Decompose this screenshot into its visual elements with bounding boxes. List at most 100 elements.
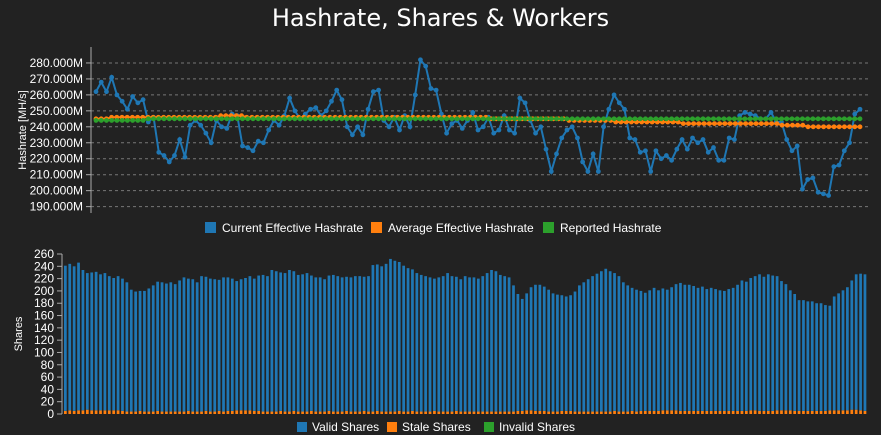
data-point bbox=[344, 124, 350, 130]
bar-stale bbox=[766, 410, 770, 414]
data-point bbox=[193, 116, 198, 122]
data-point bbox=[161, 116, 167, 122]
bar-valid bbox=[459, 279, 463, 412]
data-point bbox=[370, 89, 376, 95]
bar-valid bbox=[556, 294, 559, 412]
bar-valid bbox=[81, 270, 85, 411]
data-point bbox=[743, 121, 749, 127]
bar-stale bbox=[556, 411, 559, 414]
data-point bbox=[428, 86, 434, 91]
data-point bbox=[721, 157, 727, 163]
y-tick-label: 280.000M bbox=[30, 56, 83, 70]
data-point bbox=[224, 116, 230, 122]
data-point bbox=[140, 118, 146, 123]
bar-valid bbox=[740, 280, 744, 411]
bar-valid bbox=[547, 289, 551, 412]
data-point bbox=[606, 116, 612, 122]
data-point bbox=[727, 121, 733, 127]
bar-valid bbox=[68, 263, 72, 411]
bar-stale bbox=[437, 411, 441, 414]
bar-stale bbox=[257, 410, 261, 414]
data-point bbox=[156, 116, 162, 122]
y-tick-label: 270.000M bbox=[30, 72, 83, 86]
data-point bbox=[334, 116, 340, 122]
data-point bbox=[616, 100, 622, 106]
bar-valid bbox=[283, 273, 287, 412]
bar-stale bbox=[762, 410, 766, 414]
data-point bbox=[350, 116, 355, 122]
bar-valid bbox=[371, 265, 375, 412]
data-point bbox=[847, 116, 852, 122]
bar-stale bbox=[340, 411, 344, 414]
bar-stale bbox=[353, 411, 357, 414]
bar-stale bbox=[252, 410, 256, 414]
y-tick-label: 210.000M bbox=[30, 168, 83, 182]
data-point bbox=[595, 116, 601, 122]
data-point bbox=[805, 177, 811, 182]
data-point bbox=[172, 153, 177, 158]
bar-valid bbox=[116, 276, 120, 411]
data-point bbox=[732, 121, 738, 127]
bar-stale bbox=[455, 410, 458, 414]
data-point bbox=[758, 116, 763, 122]
data-point bbox=[836, 162, 842, 168]
bar-valid bbox=[463, 276, 467, 412]
y-tick-label: 220 bbox=[34, 272, 54, 286]
bar-valid bbox=[687, 284, 691, 411]
data-point bbox=[98, 79, 104, 85]
bar-stale bbox=[419, 411, 423, 414]
bar-valid bbox=[683, 284, 687, 411]
bar-stale bbox=[604, 411, 608, 414]
data-point bbox=[533, 116, 538, 122]
bar-stale bbox=[160, 411, 164, 414]
bar-stale bbox=[529, 410, 533, 414]
bar-stale bbox=[665, 410, 669, 414]
bar-valid bbox=[85, 273, 89, 410]
data-point bbox=[208, 116, 214, 122]
bar-stale bbox=[744, 410, 748, 414]
data-point bbox=[548, 116, 554, 122]
data-point bbox=[543, 116, 549, 122]
data-point bbox=[826, 193, 832, 198]
bar-valid bbox=[200, 276, 203, 412]
data-point bbox=[795, 122, 801, 128]
y-tick-label: 60 bbox=[41, 370, 55, 384]
bar-stale bbox=[569, 410, 572, 414]
bar-valid bbox=[270, 270, 274, 412]
data-point bbox=[585, 169, 591, 174]
data-point bbox=[151, 116, 156, 122]
bar-stale bbox=[481, 411, 485, 414]
data-point bbox=[768, 116, 774, 122]
data-point bbox=[172, 116, 177, 122]
bar-valid bbox=[657, 290, 660, 411]
bar-stale bbox=[648, 410, 652, 414]
data-point bbox=[250, 148, 256, 154]
y-tick-label: 160 bbox=[34, 309, 54, 323]
legend-swatch bbox=[205, 222, 216, 233]
bar-valid bbox=[591, 276, 594, 412]
bar-valid bbox=[551, 293, 555, 412]
bar-stale bbox=[217, 410, 221, 414]
data-point bbox=[407, 116, 413, 122]
data-point bbox=[820, 116, 826, 122]
data-point bbox=[643, 116, 648, 122]
bar-stale bbox=[380, 411, 384, 414]
data-point bbox=[130, 118, 136, 123]
data-point bbox=[815, 116, 821, 122]
data-point bbox=[732, 137, 737, 142]
bar-valid bbox=[569, 295, 572, 411]
bar-stale bbox=[72, 410, 76, 414]
bar-stale bbox=[178, 411, 181, 414]
data-point bbox=[313, 116, 319, 122]
bar-stale bbox=[512, 411, 515, 414]
bar-stale bbox=[718, 410, 722, 414]
bar-stale bbox=[749, 410, 753, 414]
bar-stale bbox=[367, 411, 370, 414]
bar-stale bbox=[819, 410, 823, 414]
data-point bbox=[109, 74, 115, 80]
data-point bbox=[229, 116, 235, 122]
data-point bbox=[454, 116, 460, 122]
bar-stale bbox=[261, 411, 265, 414]
